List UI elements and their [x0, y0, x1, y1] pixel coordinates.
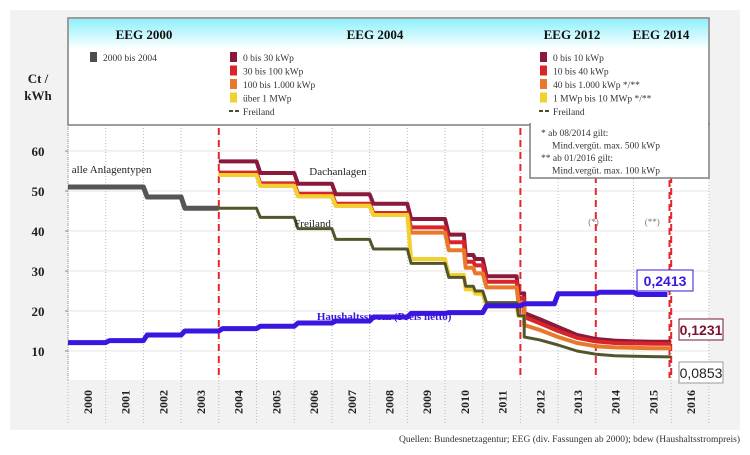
value-labels: 0,2413 0,1231 0,0853: [636, 269, 724, 384]
x-tick-label: 2006: [307, 390, 321, 414]
period-header: EEG 2012: [544, 27, 601, 42]
legend-label: über 1 MWp: [243, 95, 292, 105]
annotation: (**): [645, 217, 660, 227]
y-tick-label: 10: [32, 344, 45, 359]
x-tick-label: 2002: [156, 390, 170, 414]
period-header: EEG 2000: [116, 27, 173, 42]
legend-box: EEG 2000 EEG 2004 EEG 2012 EEG 2014 2000 bis…: [67, 17, 710, 179]
x-tick-label: 2008: [382, 390, 396, 414]
x-axis: 2000 2001 2002 2003 2004 2005 2006 2007 2008 2009…: [81, 390, 698, 414]
x-tick-label: 2001: [119, 390, 133, 414]
legend-label: 30 bis 100 kWp: [243, 68, 304, 78]
source-note: Quellen: Bundesnetzagentur; EEG (div. Fa…: [399, 434, 740, 445]
footnote-text: * ab 08/2014 gilt:: [541, 129, 608, 139]
annotation: Dachanlagen: [309, 166, 367, 178]
legend-swatch: [540, 79, 547, 89]
series-lines: [68, 159, 672, 359]
legend-swatch: [230, 65, 237, 76]
x-tick-label: 2000: [81, 390, 95, 414]
legend-header-band: [69, 19, 708, 49]
footnote-text: ** ab 01/2016 gilt:: [541, 154, 613, 164]
annotation: Haushaltsstrom (Preis netto): [317, 311, 452, 323]
y-axis-label: Ct /: [28, 71, 49, 86]
legend-label: 10 bis 40 kWp: [553, 68, 609, 78]
legend-swatch: [540, 65, 547, 76]
legend-swatch: [540, 52, 547, 62]
legend-label: 100 bis 1.000 kWp: [243, 81, 316, 91]
y-tick-label: 60: [32, 144, 45, 159]
value-label: 0,1231: [680, 322, 723, 338]
x-tick-label: 2014: [609, 390, 623, 414]
annotation: Freiland: [294, 218, 331, 230]
footnote-text: Mind.vergüt. max. 500 kWp: [552, 142, 660, 152]
legend-label: Freiland: [243, 108, 275, 118]
value-label: 0,0853: [680, 365, 723, 381]
y-tick-label: 20: [32, 304, 45, 319]
series-line: [68, 289, 668, 346]
x-tick-label: 2016: [684, 390, 698, 414]
legend-swatch: [230, 79, 237, 89]
legend-label: Freiland: [553, 108, 585, 118]
value-label: 0,2413: [644, 273, 687, 289]
annotation: (*): [588, 217, 599, 227]
series-line: [218, 206, 672, 359]
x-tick-label: 2010: [458, 390, 472, 414]
x-tick-label: 2015: [646, 390, 660, 414]
footnote-frame: [529, 123, 710, 179]
legend-label: 1 MWp bis 10 MWp */**: [553, 95, 652, 105]
series-line: [218, 170, 672, 346]
legend-label: 0 bis 10 kWp: [553, 54, 604, 64]
x-tick-label: 2007: [345, 390, 359, 414]
x-tick-label: 2009: [420, 390, 434, 414]
x-tick-label: 2005: [269, 390, 283, 414]
y-tick-label: 50: [32, 184, 45, 199]
annotation: alle Anlagentypen: [72, 164, 152, 176]
legend-label: 2000 bis 2004: [103, 54, 157, 64]
x-tick-label: 2012: [533, 390, 547, 414]
legend-label: 40 bis 1.000 kWp */**: [553, 81, 640, 91]
y-axis: 10 20 30 40 50 60: [32, 125, 69, 380]
value-label-box: [678, 318, 724, 341]
x-tick-label: 2004: [232, 390, 246, 414]
legend-swatch: [90, 52, 97, 62]
period-header: EEG 2014: [633, 27, 690, 42]
series-line: [218, 159, 672, 344]
x-tick-label: 2011: [496, 390, 510, 413]
y-axis-label-unit: kWh: [24, 88, 52, 103]
x-tick-label: 2003: [194, 390, 208, 414]
footnote-join: [531, 120, 708, 126]
y-tick-label: 30: [32, 264, 45, 279]
period-header: EEG 2004: [347, 27, 404, 42]
legend-swatch: [230, 92, 237, 103]
legend-swatch: [540, 92, 547, 103]
value-label-box: [678, 361, 724, 384]
value-label-box: [636, 269, 694, 292]
legend-swatch: [230, 52, 237, 62]
annotations: alle Anlagentypen Dachanlagen Freiland Haus…: [72, 164, 660, 323]
legend-label: 0 bis 30 kWp: [243, 54, 294, 64]
footnote-text: Mind.vergüt. max. 100 kWp: [552, 167, 660, 177]
series-line: [68, 184, 219, 211]
y-tick-label: 40: [32, 224, 45, 239]
x-tick-label: 2013: [571, 390, 585, 414]
